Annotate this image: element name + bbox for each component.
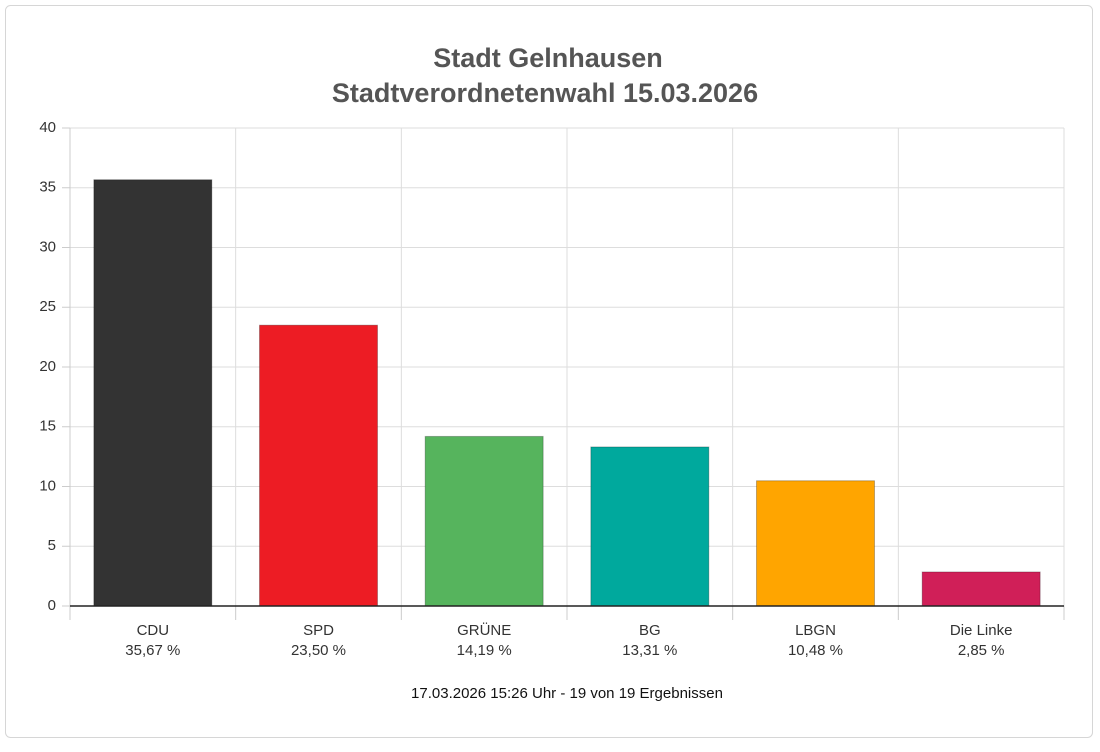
value-label: 10,48 % [788,642,843,659]
y-tick-label: 15 [39,418,56,435]
bar [259,324,378,607]
x-tick-label: BG [639,622,661,639]
y-tick-label: 0 [48,597,56,614]
chart-title: Stadt Gelnhausen [433,43,663,73]
value-label: 35,67 % [125,642,180,659]
bar [921,571,1041,607]
bar [756,480,875,607]
value-label: 23,50 % [291,642,346,659]
footer: 17.03.2026 15:26 Uhr - 19 von 19 Ergebni… [411,685,723,702]
x-tick-label: Die Linke [950,622,1013,639]
value-label: 13,31 % [622,642,677,659]
y-tick-label: 10 [39,477,56,494]
bar [590,446,710,607]
y-tick-label: 20 [39,358,56,375]
bar [93,179,213,607]
bar [424,435,544,607]
value-label: 14,19 % [457,642,512,659]
value-label: 2,85 % [958,642,1005,659]
chart-subtitle: Stadtverordnetenwahl 15.03.2026 [332,78,758,108]
y-tick-label: 40 [39,119,56,136]
x-tick-label: GRÜNE [457,621,511,639]
x-tick-label: LBGN [795,622,836,639]
y-tick-label: 5 [48,537,56,554]
x-tick-label: CDU [137,622,170,639]
y-tick-label: 35 [39,179,56,196]
y-tick-label: 30 [39,238,56,255]
y-tick-label: 25 [39,298,56,315]
x-tick-label: SPD [303,622,334,639]
